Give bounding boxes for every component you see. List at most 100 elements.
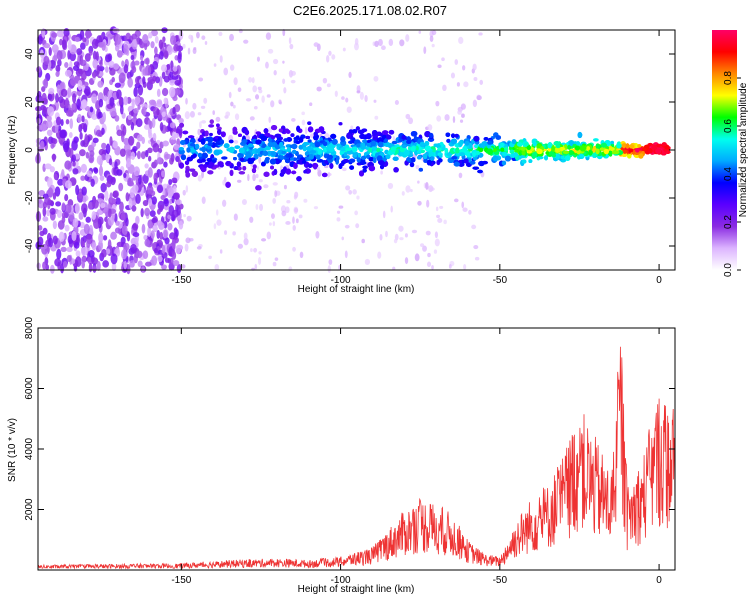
spectrogram-point: [401, 191, 405, 196]
spectrogram-point: [229, 33, 234, 42]
spectrogram-point: [308, 153, 315, 160]
spectrogram-point: [141, 136, 146, 145]
spectrogram-point: [286, 200, 291, 204]
spectrogram-point: [595, 143, 600, 150]
spectrogram-point: [154, 247, 158, 254]
spectrogram-point: [461, 201, 465, 209]
spectrogram-point: [52, 192, 57, 200]
spectrogram-point: [348, 189, 353, 195]
spectrogram-point: [101, 153, 106, 161]
spectrogram-point: [135, 193, 141, 205]
spectrogram-point: [178, 117, 184, 124]
spectrogram-point: [536, 148, 543, 155]
spectrogram-point: [600, 142, 607, 148]
spectrogram-point: [121, 60, 125, 67]
spectrogram-point: [41, 28, 46, 38]
spectrogram-point: [361, 238, 365, 244]
spectrogram-point: [393, 238, 398, 244]
spectrogram-point: [86, 170, 93, 177]
spectrogram-point: [322, 141, 328, 147]
spectrogram-point: [560, 155, 565, 160]
spectrogram-point: [74, 241, 80, 249]
spectrogram-point: [151, 217, 158, 224]
spectrogram-point: [193, 46, 197, 51]
spectrogram-point: [433, 249, 438, 254]
spectrogram-point: [128, 135, 135, 146]
spectrogram-point: [222, 179, 227, 186]
spectrogram-point: [142, 76, 146, 85]
spectrogram-point: [352, 153, 358, 158]
spectrogram-point: [294, 207, 299, 213]
spectrogram-point: [110, 253, 118, 265]
spectrogram-point: [225, 161, 231, 165]
spectrogram-point: [249, 216, 254, 223]
spectrogram-point: [404, 257, 409, 265]
spectrogram-point: [420, 149, 426, 153]
spectrogram-point: [258, 155, 262, 164]
spectrogram-point: [208, 255, 212, 260]
spectrogram-point: [81, 203, 88, 214]
spectrogram-point: [215, 116, 221, 123]
spectrogram-panel: -150 -100 -50 0 -40 -20 0 20 40 Height of strai…: [7, 26, 676, 295]
spectrogram-point: [43, 55, 50, 65]
spectrogram-point: [245, 98, 252, 102]
spectrogram-point: [197, 112, 202, 116]
spectrogram-point: [72, 93, 77, 104]
spectrogram-point: [437, 147, 442, 152]
spectrogram-point: [82, 37, 87, 43]
spectrogram-point: [436, 214, 441, 219]
spectrogram-point: [91, 113, 98, 120]
spectrogram-point: [73, 265, 78, 272]
spectrogram-point: [656, 143, 661, 148]
spectrogram-point: [174, 104, 181, 113]
spectrogram-point: [52, 235, 58, 245]
spectrogram-point: [60, 119, 64, 127]
spectrogram-point: [103, 95, 108, 102]
spectrogram-point: [419, 141, 425, 148]
spectrogram-point: [233, 77, 238, 86]
spectrogram-point: [260, 135, 268, 142]
spectrogram-point: [163, 197, 169, 207]
spectrogram-point: [338, 163, 343, 169]
spectrogram-point: [356, 143, 361, 148]
spectrogram-point: [170, 35, 177, 46]
spectrogram-point: [576, 141, 580, 146]
spectrogram-point: [101, 142, 107, 150]
spectrogram-point: [148, 155, 152, 162]
spectrogram-point: [81, 186, 87, 196]
spectrogram-point: [503, 146, 509, 152]
spectrogram-point: [330, 133, 337, 139]
spectrogram-point: [372, 136, 379, 140]
spectrogram-point: [328, 259, 333, 265]
spectrogram-point: [171, 209, 179, 218]
spectrogram-point: [42, 106, 47, 113]
spectrogram-point: [274, 190, 278, 198]
spectrogram-point: [46, 115, 52, 122]
spectrogram-x-ticks: -150 -100 -50 0: [171, 30, 662, 286]
spectrogram-point: [163, 229, 168, 239]
spectrogram-point: [178, 162, 185, 169]
spectrogram-point: [251, 135, 258, 141]
spectrogram-point: [289, 144, 294, 148]
spectrogram-point: [574, 145, 581, 151]
spectrogram-point: [265, 61, 269, 69]
spectrogram-point: [148, 32, 153, 39]
spectrogram-point: [405, 113, 411, 120]
spectrogram-point: [241, 139, 248, 145]
spectrogram-point: [331, 54, 336, 60]
spectrogram-point: [69, 51, 76, 62]
spectrogram-point: [501, 152, 508, 157]
spectrogram-point: [134, 96, 141, 105]
spectrogram-point: [98, 148, 106, 156]
spectrogram-point: [237, 87, 242, 93]
spectrogram-point: [91, 38, 99, 50]
spectrogram-point: [232, 104, 236, 109]
spectrogram-point: [185, 237, 191, 244]
spectrogram-point: [422, 153, 428, 160]
spectrogram-point: [83, 88, 90, 95]
spectrogram-point: [628, 148, 634, 153]
spectrogram-point: [237, 152, 244, 158]
spectrogram-point: [130, 121, 135, 131]
spectrogram-point: [44, 163, 52, 170]
spectrogram-point: [520, 146, 526, 151]
